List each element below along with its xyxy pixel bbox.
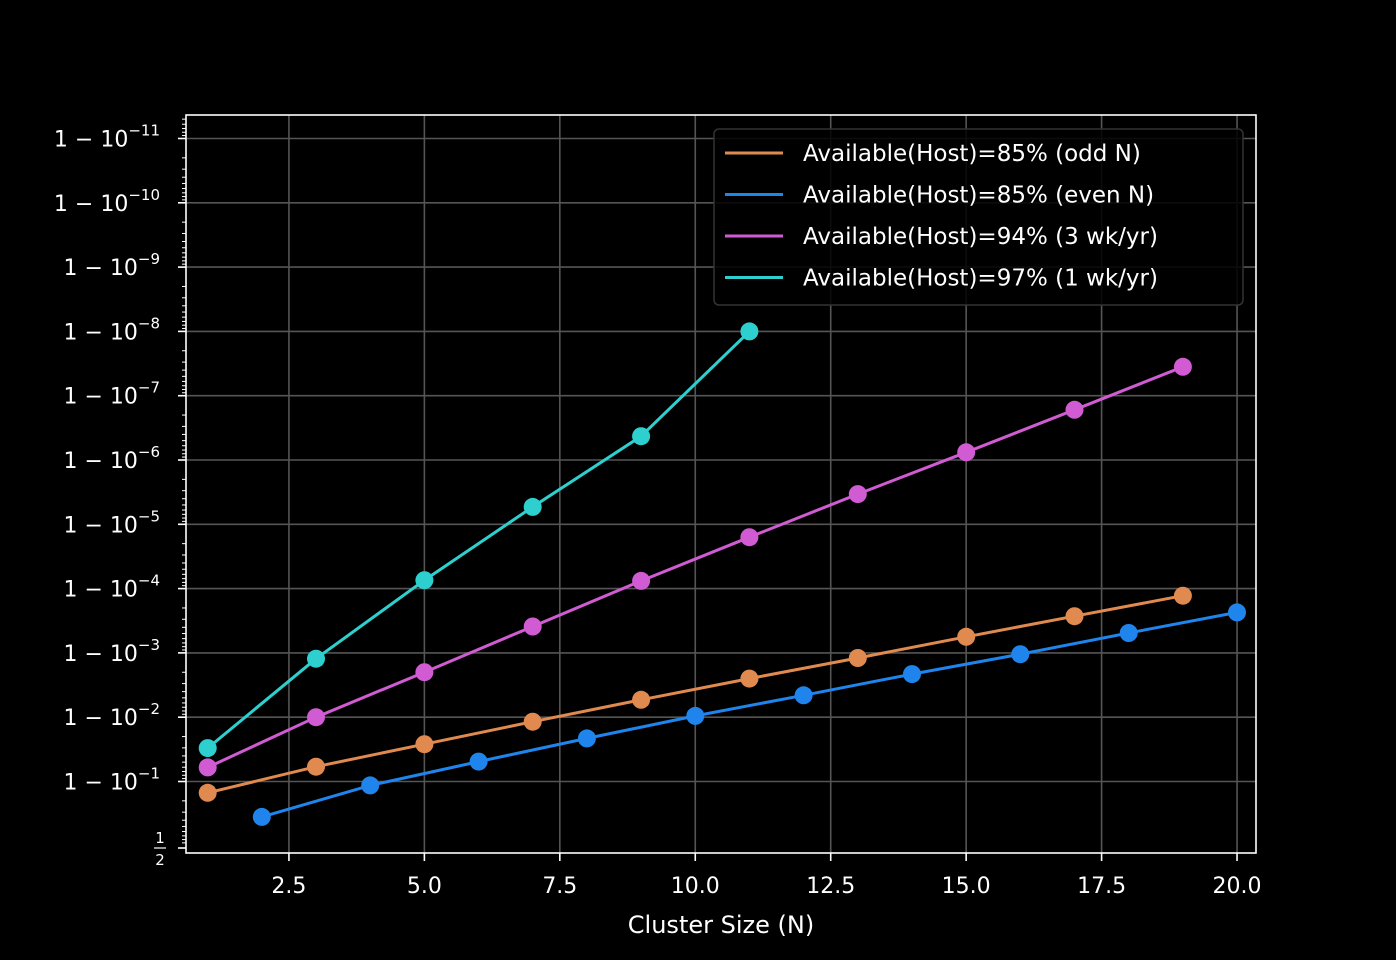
data-point bbox=[1065, 400, 1084, 419]
x-tick-label: 20.0 bbox=[1213, 874, 1262, 899]
data-point bbox=[632, 690, 651, 709]
y-tick-label: 1 − 10−4 bbox=[63, 572, 160, 603]
legend-item: Available(Host)=97% (1 wk/yr) bbox=[725, 266, 1158, 292]
data-point bbox=[1119, 624, 1138, 642]
y-tick-label: 1 − 10−5 bbox=[63, 507, 160, 538]
data-point bbox=[415, 735, 434, 754]
data-point bbox=[252, 807, 271, 826]
data-point bbox=[1173, 586, 1192, 605]
x-tick-label: 2.5 bbox=[271, 874, 306, 899]
data-point bbox=[848, 649, 867, 667]
svg-text:2: 2 bbox=[155, 851, 165, 869]
y-tick-label: 1 − 10−2 bbox=[63, 700, 160, 731]
series-layer bbox=[198, 322, 1246, 826]
x-axis-title: Cluster Size (N) bbox=[628, 911, 814, 939]
x-tick-label: 7.5 bbox=[542, 874, 577, 899]
legend-label: Available(Host)=85% (even N) bbox=[803, 183, 1154, 209]
y-tick-label: 1 − 10−1 bbox=[63, 765, 160, 796]
data-point bbox=[523, 617, 542, 636]
data-point bbox=[198, 739, 217, 758]
data-point bbox=[198, 758, 217, 777]
data-point bbox=[361, 776, 380, 795]
data-point bbox=[307, 708, 325, 727]
data-point bbox=[740, 669, 759, 688]
series-line bbox=[207, 594, 1184, 795]
data-point bbox=[740, 322, 759, 341]
y-tick-label: 1 − 10−10 bbox=[54, 186, 160, 217]
legend-item: Available(Host)=94% (3 wk/yr) bbox=[725, 224, 1158, 250]
data-point bbox=[469, 752, 488, 771]
series-line bbox=[261, 610, 1238, 819]
data-point bbox=[307, 757, 325, 776]
data-point bbox=[957, 627, 976, 646]
y-tick-label: 1 − 10−9 bbox=[63, 250, 160, 281]
legend-item: Available(Host)=85% (odd N) bbox=[725, 141, 1141, 167]
data-point bbox=[415, 571, 434, 590]
svg-text:1: 1 bbox=[155, 829, 165, 847]
data-point bbox=[740, 528, 759, 547]
series-line bbox=[206, 330, 751, 750]
series-1 bbox=[198, 586, 1192, 802]
y-tick-label: 1 − 10−7 bbox=[63, 379, 160, 410]
series-4 bbox=[198, 322, 759, 758]
legend-label: Available(Host)=85% (odd N) bbox=[803, 141, 1141, 167]
data-point bbox=[1173, 357, 1192, 376]
data-point bbox=[1011, 645, 1030, 664]
series-line bbox=[207, 365, 1184, 769]
y-tick-label: 1 − 10−11 bbox=[54, 122, 160, 153]
legend-label: Available(Host)=97% (1 wk/yr) bbox=[803, 266, 1158, 292]
y-tick-label: 1 − 10−8 bbox=[63, 314, 160, 345]
data-point bbox=[632, 427, 651, 446]
legend-box bbox=[713, 128, 1244, 306]
legend: Available(Host)=85% (odd N) Available(Hos… bbox=[713, 128, 1244, 306]
y-tick-label: 1 − 10−3 bbox=[63, 636, 160, 667]
legend-item: Available(Host)=85% (even N) bbox=[725, 183, 1154, 209]
data-point bbox=[848, 485, 867, 504]
data-point bbox=[577, 729, 596, 748]
data-point bbox=[903, 665, 921, 684]
data-point bbox=[794, 686, 813, 705]
plot-frame bbox=[185, 114, 1257, 854]
data-point bbox=[307, 649, 325, 668]
data-point bbox=[686, 706, 705, 725]
data-point bbox=[415, 663, 434, 682]
x-tick-label: 17.5 bbox=[1077, 874, 1126, 899]
data-point bbox=[1228, 603, 1246, 622]
data-point bbox=[523, 712, 542, 731]
series-2 bbox=[252, 603, 1246, 826]
series-3 bbox=[198, 357, 1192, 777]
y-tick-label: 1 − 10−6 bbox=[63, 443, 160, 474]
data-point bbox=[632, 571, 651, 590]
y-axis: 1 − 10−111 − 10−101 − 10−91 − 10−81 − 10… bbox=[54, 122, 186, 869]
legend-label: Available(Host)=94% (3 wk/yr) bbox=[803, 224, 1158, 250]
x-tick-label: 5.0 bbox=[407, 874, 442, 899]
x-tick-label: 15.0 bbox=[942, 874, 991, 899]
data-point bbox=[523, 497, 542, 516]
data-point bbox=[957, 443, 976, 462]
data-point bbox=[198, 783, 217, 802]
y-tick-label-half: 12 bbox=[154, 829, 166, 869]
data-point bbox=[1065, 607, 1084, 626]
x-axis: 2.5 5.0 7.5 10.0 12.5 15.0 17.5 20.0 bbox=[271, 853, 1262, 899]
x-tick-label: 10.0 bbox=[671, 874, 720, 899]
x-tick-label: 12.5 bbox=[806, 874, 855, 899]
